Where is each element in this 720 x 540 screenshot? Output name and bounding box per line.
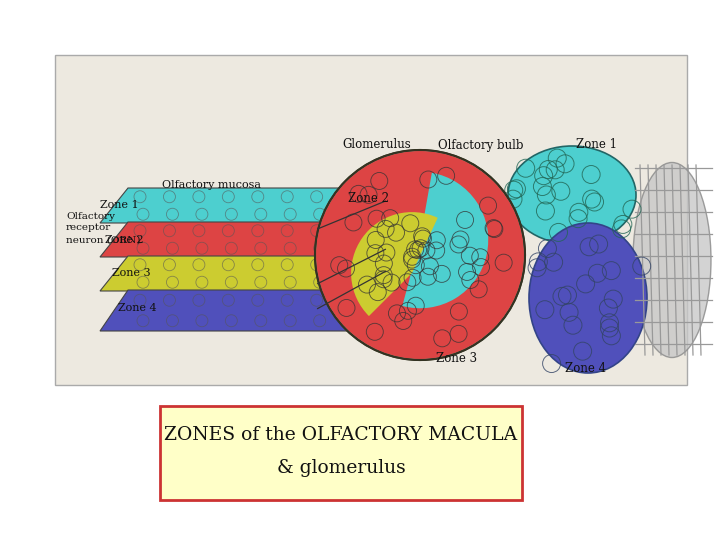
Polygon shape — [100, 290, 393, 331]
Wedge shape — [351, 212, 438, 316]
Wedge shape — [316, 151, 524, 359]
Wedge shape — [402, 173, 488, 308]
FancyBboxPatch shape — [55, 55, 687, 385]
Text: Zone 1: Zone 1 — [576, 138, 617, 152]
Text: ZONES of the OLFACTORY MACULA: ZONES of the OLFACTORY MACULA — [164, 426, 518, 444]
Text: Olfactory mucosa: Olfactory mucosa — [162, 180, 261, 190]
Text: Zone 2: Zone 2 — [348, 192, 389, 205]
Text: Zone 1: Zone 1 — [100, 200, 139, 210]
FancyBboxPatch shape — [160, 406, 522, 500]
Text: Glomerulus: Glomerulus — [342, 138, 410, 152]
Text: Zone 2: Zone 2 — [105, 235, 143, 245]
Ellipse shape — [508, 146, 636, 244]
Text: Zone 3: Zone 3 — [436, 352, 477, 365]
Text: Olfactory
receptor
neuron (ORN): Olfactory receptor neuron (ORN) — [66, 212, 140, 244]
Text: Olfactory bulb: Olfactory bulb — [438, 138, 523, 152]
Text: Zone 4: Zone 4 — [565, 361, 606, 375]
Ellipse shape — [529, 223, 647, 373]
Text: Zone 4: Zone 4 — [118, 303, 157, 313]
Text: Zone 3: Zone 3 — [112, 268, 150, 278]
Polygon shape — [100, 222, 393, 257]
Text: & glomerulus: & glomerulus — [276, 459, 405, 477]
Polygon shape — [100, 256, 393, 291]
Circle shape — [315, 150, 525, 360]
Polygon shape — [100, 188, 393, 223]
Ellipse shape — [633, 163, 711, 357]
